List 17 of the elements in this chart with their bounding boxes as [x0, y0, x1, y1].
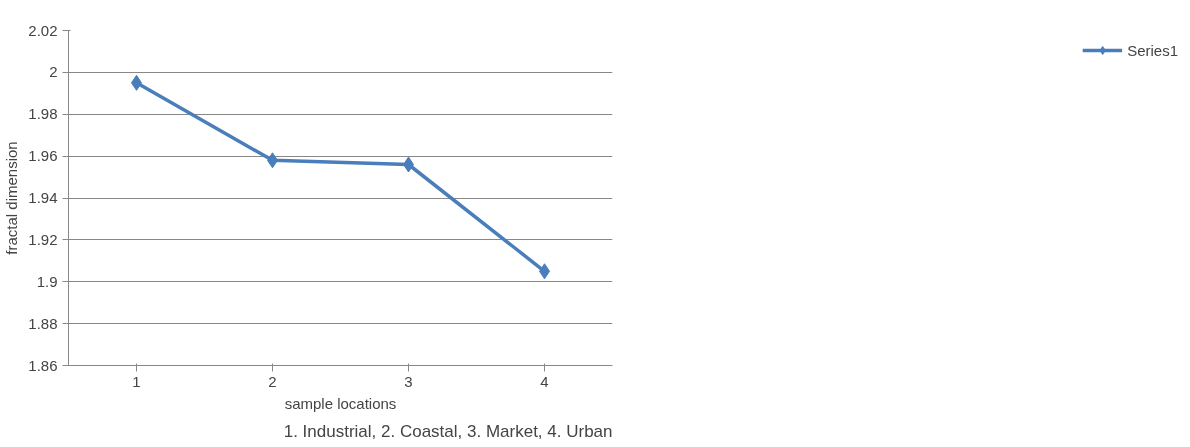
x-tick-label: 3 [404, 372, 413, 390]
y-tick-label: 1.92 [28, 230, 58, 248]
y-tick-label: 2 [49, 63, 58, 81]
legend-label: Series1 [1127, 41, 1178, 59]
y-tick-label: 1.96 [28, 147, 58, 165]
y-tick-label: 1.94 [28, 189, 58, 206]
x-tick-label: 4 [540, 372, 549, 390]
y-tick-label: 1.98 [28, 105, 58, 123]
x-tick-label: 1 [132, 372, 141, 390]
x-axis-title: sample locations [284, 394, 397, 412]
y-tick-label: 1.88 [28, 314, 58, 332]
y-tick-label: 1.86 [28, 356, 58, 374]
text: 1. Industrial, 2. Coastal, 3. Market, 4. Urban [283, 421, 613, 441]
y-tick-label: 2.02 [28, 21, 58, 39]
x-tick-label: 2 [268, 372, 277, 390]
y-tick-label: 1.9 [36, 272, 58, 290]
y-axis-title: fractal dimension [3, 141, 21, 255]
